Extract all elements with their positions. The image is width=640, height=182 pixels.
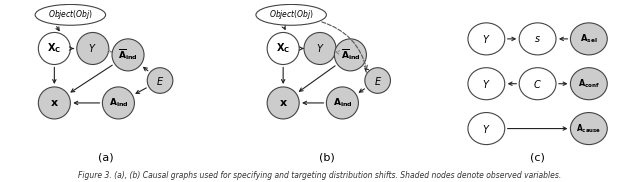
Ellipse shape [102, 87, 134, 119]
Text: $\mathit{s}$: $\mathit{s}$ [534, 34, 541, 44]
Text: $\mathit{Y}$: $\mathit{Y}$ [482, 78, 491, 90]
Text: Figure 3. (a), (b) Causal graphs used for specifying and targeting distribution : Figure 3. (a), (b) Causal graphs used fo… [78, 171, 562, 180]
Text: (c): (c) [530, 152, 545, 162]
Text: $\mathit{Y}$: $\mathit{Y}$ [482, 33, 491, 45]
Text: $\mathit{Y}$: $\mathit{Y}$ [316, 42, 324, 54]
Ellipse shape [365, 68, 390, 93]
Ellipse shape [38, 87, 70, 119]
Text: $\mathbf{X_C}$: $\mathbf{X_C}$ [276, 41, 291, 55]
Ellipse shape [267, 87, 299, 119]
Text: (b): (b) [319, 152, 334, 162]
Text: $\mathit{C}$: $\mathit{C}$ [533, 78, 542, 90]
Text: $\mathit{Y}$: $\mathit{Y}$ [482, 122, 491, 134]
Text: $\mathbf{X_C}$: $\mathbf{X_C}$ [47, 41, 61, 55]
Ellipse shape [335, 39, 367, 71]
Text: $\mathbf{A_{ind}}$: $\mathbf{A_{ind}}$ [109, 97, 128, 109]
Text: $\mathit{E}$: $\mathit{E}$ [156, 74, 164, 86]
Ellipse shape [468, 68, 505, 100]
Ellipse shape [147, 68, 173, 93]
Text: $\mathit{E}$: $\mathit{E}$ [374, 74, 381, 86]
Ellipse shape [267, 32, 299, 64]
Ellipse shape [256, 4, 326, 25]
Text: $Object(Obj)$: $Object(Obj)$ [48, 8, 93, 21]
Text: $\mathbf{A_{conf}}$: $\mathbf{A_{conf}}$ [578, 78, 600, 90]
Ellipse shape [35, 4, 106, 25]
Ellipse shape [570, 68, 607, 100]
Text: $\mathbf{A_{cause}}$: $\mathbf{A_{cause}}$ [576, 122, 602, 135]
Text: $\mathbf{\overline{A}_{ind}}$: $\mathbf{\overline{A}_{ind}}$ [118, 48, 138, 62]
Ellipse shape [468, 112, 505, 145]
Text: $\mathbf{A_{sel}}$: $\mathbf{A_{sel}}$ [580, 33, 598, 45]
Ellipse shape [570, 112, 607, 145]
Ellipse shape [570, 23, 607, 55]
Ellipse shape [519, 23, 556, 55]
Text: $\mathbf{x}$: $\mathbf{x}$ [278, 98, 287, 108]
Ellipse shape [77, 32, 109, 64]
Text: $\mathit{Y}$: $\mathit{Y}$ [88, 42, 97, 54]
Text: $\mathbf{\overline{A}_{ind}}$: $\mathbf{\overline{A}_{ind}}$ [340, 48, 360, 62]
Ellipse shape [519, 68, 556, 100]
Text: $\mathbf{x}$: $\mathbf{x}$ [50, 98, 59, 108]
Text: $\mathbf{A_{ind}}$: $\mathbf{A_{ind}}$ [333, 97, 352, 109]
Ellipse shape [304, 32, 336, 64]
Ellipse shape [468, 23, 505, 55]
Text: $Object(Obj)$: $Object(Obj)$ [269, 8, 314, 21]
Ellipse shape [38, 32, 70, 64]
Ellipse shape [112, 39, 144, 71]
Text: (a): (a) [98, 152, 113, 162]
Ellipse shape [326, 87, 358, 119]
